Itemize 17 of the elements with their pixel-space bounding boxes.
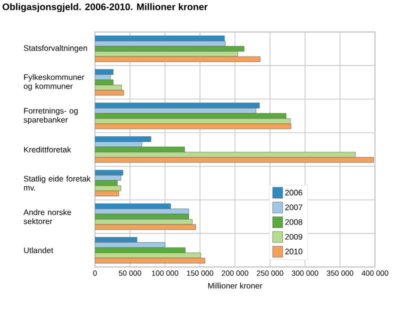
legend-label: 2010 <box>285 248 302 254</box>
bar <box>95 51 238 57</box>
y-tick-label: Forretnings- og sparebanker <box>24 108 78 124</box>
bar <box>95 146 185 152</box>
legend-label: 2009 <box>285 234 302 240</box>
chart-title: Obligasjonsgjeld. 2006-2010. Millioner kroner <box>2 3 208 12</box>
bar <box>95 242 166 248</box>
legend-label: 2007 <box>285 204 302 210</box>
y-tick-label: Fylkeskommuner og kommuner <box>24 74 84 91</box>
y-tick-label: Statsforvaltningen <box>24 45 87 53</box>
y-tick-label: Andre norske sektorer <box>23 209 72 224</box>
y-tick-label: Statlig eide foretak mv. <box>24 176 91 190</box>
x-axis-title: Millioner kroner <box>208 282 262 289</box>
legend-label: 2006 <box>285 190 302 196</box>
y-tick-label: Kredittforetak <box>24 146 72 152</box>
legend-label: 2008 <box>285 219 302 225</box>
y-tick-label: Utlandet <box>24 247 54 254</box>
